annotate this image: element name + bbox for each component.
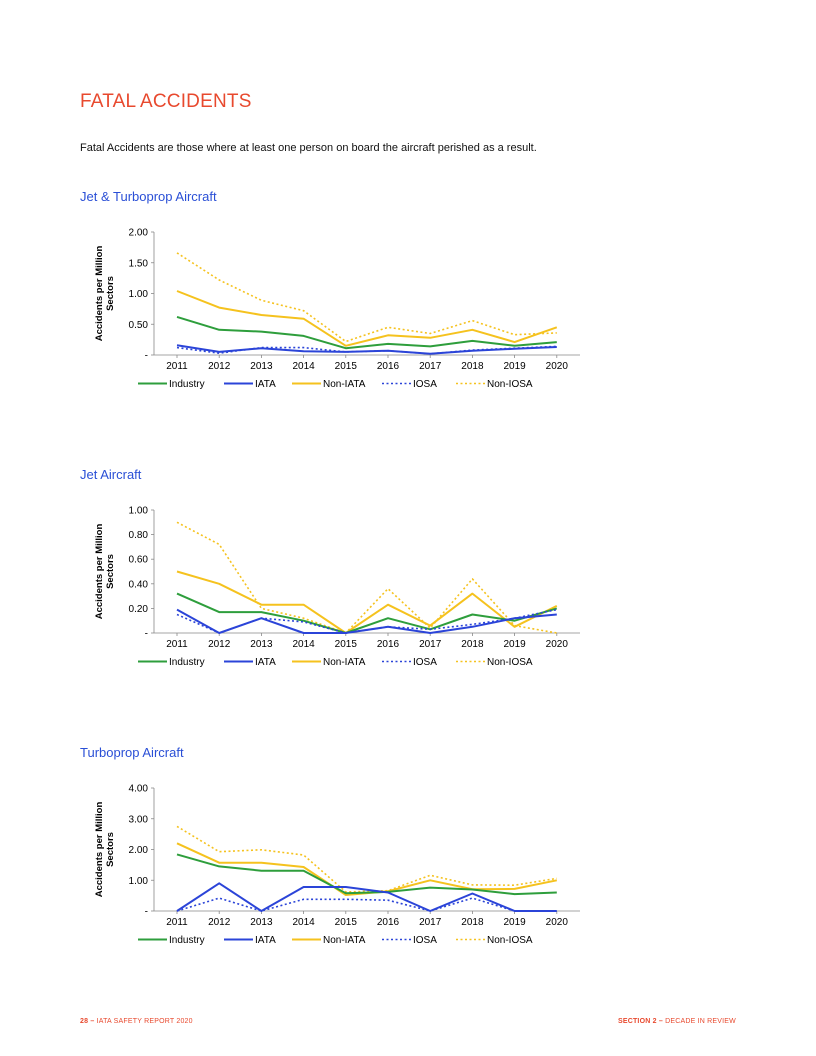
footer-page-number: 28 xyxy=(80,1018,89,1025)
y-tick-label: 0.80 xyxy=(129,530,149,541)
x-tick-label: 2013 xyxy=(250,639,273,650)
y-tick-label: 2.00 xyxy=(129,228,149,239)
y-tick-label: 1.00 xyxy=(129,289,149,300)
x-tick-label: 2013 xyxy=(250,361,273,372)
x-tick-label: 2013 xyxy=(250,917,273,928)
series-line-non-iata xyxy=(176,290,558,347)
y-axis-label: Accidents per MillionSectors xyxy=(94,524,116,620)
page-heading: FATAL ACCIDENTS xyxy=(80,91,252,112)
x-tick-label: 2011 xyxy=(166,639,188,650)
legend-label-iata: IATA xyxy=(255,657,276,668)
legend-label-iata: IATA xyxy=(255,379,276,390)
x-tick-label: 2020 xyxy=(546,917,569,928)
legend-label-industry: Industry xyxy=(169,379,205,390)
x-tick-label: 2019 xyxy=(503,917,526,928)
legend-label-iata: IATA xyxy=(255,935,276,946)
chart-title-jet-turboprop: Jet & Turboprop Aircraft xyxy=(80,189,217,204)
x-tick-label: 2015 xyxy=(335,361,358,372)
footer-section-title: DECADE IN REVIEW xyxy=(665,1018,736,1025)
x-tick-label: 2017 xyxy=(419,639,442,650)
series-line-non-iosa xyxy=(176,521,557,634)
legend-label-non-iata: Non-IATA xyxy=(323,657,366,668)
y-tick-label: - xyxy=(145,351,148,362)
y-tick-label: 1.50 xyxy=(129,258,149,269)
legend-label-iosa: IOSA xyxy=(413,657,437,668)
y-tick-label: 0.20 xyxy=(129,604,149,615)
series-line-iata xyxy=(176,882,557,912)
y-tick-label: 2.00 xyxy=(129,845,149,856)
x-tick-label: 2017 xyxy=(419,917,442,928)
legend-label-non-iata: Non-IATA xyxy=(323,935,366,946)
x-tick-label: 2014 xyxy=(292,917,315,928)
x-tick-label: 2018 xyxy=(461,361,484,372)
series-line-iosa xyxy=(176,897,557,912)
series-line-iata xyxy=(176,608,557,634)
legend-label-industry: Industry xyxy=(169,935,205,946)
x-tick-label: 2014 xyxy=(292,361,315,372)
chart-title-jet: Jet Aircraft xyxy=(80,467,142,482)
legend-label-industry: Industry xyxy=(169,657,205,668)
series-line-industry xyxy=(176,853,557,896)
x-tick-label: 2012 xyxy=(208,639,231,650)
y-tick-label: 0.50 xyxy=(129,320,149,331)
x-tick-label: 2018 xyxy=(461,917,484,928)
x-tick-label: 2019 xyxy=(503,639,526,650)
turboprop-chart: Accidents per MillionSectors - 1.00 2.00 3.0… xyxy=(94,784,580,946)
y-tick-label: 1.00 xyxy=(129,506,149,517)
x-tick-label: 2015 xyxy=(335,639,358,650)
footer-report-title: IATA SAFETY REPORT 2020 xyxy=(96,1018,193,1025)
y-axis-label: Accidents per MillionSectors xyxy=(94,246,116,342)
legend-label-non-iosa: Non-IOSA xyxy=(487,379,533,390)
x-tick-label: 2015 xyxy=(335,917,358,928)
y-tick-label: 0.60 xyxy=(129,555,149,566)
y-tick-label: 4.00 xyxy=(129,784,149,795)
jet-turboprop-chart: Accidents per MillionSectors - 0.50 1.00 1.5… xyxy=(94,228,580,390)
x-tick-label: 2016 xyxy=(377,917,400,928)
jet-chart: Accidents per MillionSectors - 0.20 0.40 0.6… xyxy=(94,506,580,668)
legend-label-non-iosa: Non-IOSA xyxy=(487,657,533,668)
y-tick-label: 3.00 xyxy=(129,814,149,825)
series-line-industry xyxy=(176,315,557,350)
series-line-non-iosa xyxy=(176,252,557,343)
footer-left: 28 – IATA SAFETY REPORT 2020 xyxy=(80,1018,193,1025)
series-line-non-iosa xyxy=(176,825,557,893)
footer-section: SECTION 2 xyxy=(617,1018,657,1025)
legend-label-iosa: IOSA xyxy=(413,935,437,946)
series-line-iata xyxy=(176,344,557,355)
x-tick-label: 2020 xyxy=(546,361,569,372)
x-tick-label: 2016 xyxy=(377,639,400,650)
series-line-non-iata xyxy=(176,570,558,634)
y-axis-label: Accidents per MillionSectors xyxy=(94,802,116,898)
footer-right: SECTION 2 – DECADE IN REVIEW xyxy=(617,1018,736,1025)
chart-title-turboprop: Turboprop Aircraft xyxy=(80,745,184,760)
legend-label-non-iata: Non-IATA xyxy=(323,379,366,390)
x-tick-label: 2020 xyxy=(546,639,569,650)
x-tick-label: 2014 xyxy=(292,639,315,650)
x-tick-label: 2018 xyxy=(461,639,484,650)
x-tick-label: 2019 xyxy=(503,361,526,372)
y-tick-label: - xyxy=(145,629,148,640)
x-tick-label: 2016 xyxy=(377,361,400,372)
x-tick-label: 2012 xyxy=(208,361,231,372)
x-tick-label: 2011 xyxy=(166,361,188,372)
x-tick-label: 2011 xyxy=(166,917,188,928)
series-line-industry xyxy=(176,592,558,634)
x-tick-label: 2017 xyxy=(419,361,442,372)
x-tick-label: 2012 xyxy=(208,917,231,928)
legend-label-iosa: IOSA xyxy=(413,379,437,390)
legend-label-non-iosa: Non-IOSA xyxy=(487,935,533,946)
y-tick-label: 1.00 xyxy=(129,876,149,887)
y-tick-label: 0.40 xyxy=(129,579,149,590)
intro-text: Fatal Accidents are those where at least… xyxy=(80,142,537,154)
y-tick-label: - xyxy=(145,907,148,918)
